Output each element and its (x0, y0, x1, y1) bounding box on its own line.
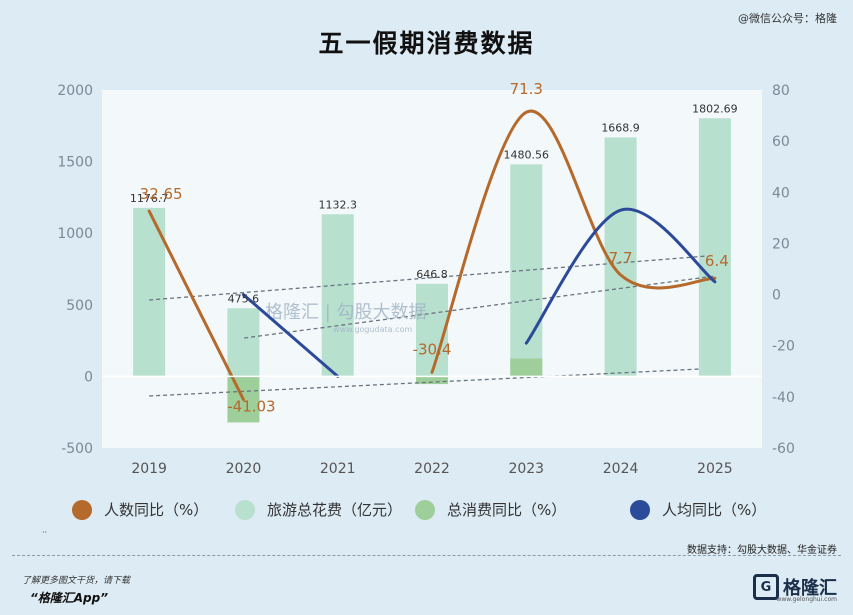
trend-line (149, 255, 707, 301)
y-left-tick-label: 500 (66, 298, 93, 314)
y-left-tick-label: 2000 (57, 83, 93, 99)
brand-name: 格隆汇 (783, 578, 837, 599)
y-left-tick-label: 1000 (57, 226, 93, 242)
legend-marker (235, 500, 255, 520)
bar-consumption-yoy (416, 376, 448, 385)
y-right-tick-label: 0 (772, 288, 781, 304)
x-tick-label: 2022 (414, 461, 450, 477)
promo-app-name: “格隆汇App” (30, 591, 108, 605)
y-right-tick-label: -20 (772, 339, 795, 355)
bar-consumption-yoy (510, 358, 543, 377)
y-right-tick-label: -40 (772, 390, 795, 406)
y-left-tick-label: 1500 (57, 155, 93, 171)
bar-value-label: 475.6 (228, 292, 260, 305)
legend-label: 旅游总花费（亿元） (267, 501, 402, 519)
y-right-tick-label: 40 (772, 185, 790, 201)
x-tick-label: 2023 (508, 461, 544, 477)
chart-title: 五一假期消费数据 (318, 29, 535, 58)
x-tick-label: 2021 (320, 461, 356, 477)
y-right-tick-label: -60 (772, 441, 795, 457)
people-yoy-label: 7.7 (609, 249, 633, 267)
line-per-capita-yoy (241, 293, 340, 378)
tiny-mark: ·· (42, 528, 48, 537)
trend-line (244, 275, 715, 339)
line-people-yoy (147, 209, 245, 401)
y-left-tick-label: 0 (84, 369, 93, 385)
y-right-tick-label: 60 (772, 134, 790, 150)
people-yoy-label: 6.4 (705, 252, 729, 270)
line-people-yoy (430, 109, 717, 374)
legend-label: 人数同比（%） (104, 501, 208, 519)
line-per-capita-yoy (524, 207, 717, 345)
y-left-tick-label: -500 (61, 441, 93, 457)
legend-marker (72, 500, 92, 520)
promo-text: 了解更多图文干货，请下载 (22, 576, 131, 586)
x-tick-label: 2024 (603, 461, 639, 477)
y-right-tick-label: 80 (772, 83, 790, 99)
legend-label: 总消费同比（%） (447, 501, 566, 519)
brand-logo-icon: G (753, 574, 779, 600)
legend-marker (415, 500, 435, 520)
source-text: 数据支持：勾股大数据、华金证券 (687, 545, 837, 556)
bar-value-label: 1802.69 (692, 102, 738, 115)
x-tick-label: 2025 (697, 461, 733, 477)
people-yoy-label: -41.03 (227, 397, 275, 415)
bar-tourism-spend (133, 207, 166, 377)
plot-area (102, 90, 762, 448)
bar-tourism-spend (416, 283, 448, 377)
brand-logo-block: G 格隆汇 www.gelonghui.com (753, 574, 837, 603)
y-right-tick-label: 20 (772, 236, 790, 252)
bar-tourism-spend (698, 118, 731, 377)
bar-tourism-spend (321, 214, 354, 377)
bar-value-label: 1480.56 (504, 148, 550, 161)
bar-value-label: 1668.9 (601, 121, 640, 134)
bar-value-label: 1132.3 (318, 198, 357, 211)
chart-watermark: 格隆汇 | 勾股大数据 (265, 302, 427, 323)
bar-tourism-spend (604, 137, 637, 377)
people-yoy-label: 71.3 (510, 80, 543, 98)
x-tick-label: 2019 (131, 461, 167, 477)
footer-divider (12, 555, 841, 556)
chart-watermark-url: www.gogudata.com (333, 325, 412, 334)
bar-tourism-spend (227, 308, 260, 377)
x-tick-label: 2020 (226, 461, 262, 477)
brand-url: www.gelonghui.com (776, 596, 837, 603)
people-yoy-label: -30.4 (413, 340, 452, 358)
bar-value-label: 1176.7 (130, 192, 169, 205)
watermark-text: @微信公众号：格隆 (738, 12, 837, 25)
bar-value-label: 646.8 (416, 268, 448, 281)
people-yoy-label: 32.65 (140, 185, 183, 203)
legend-label: 人均同比（%） (662, 501, 766, 519)
legend-marker (630, 500, 650, 520)
